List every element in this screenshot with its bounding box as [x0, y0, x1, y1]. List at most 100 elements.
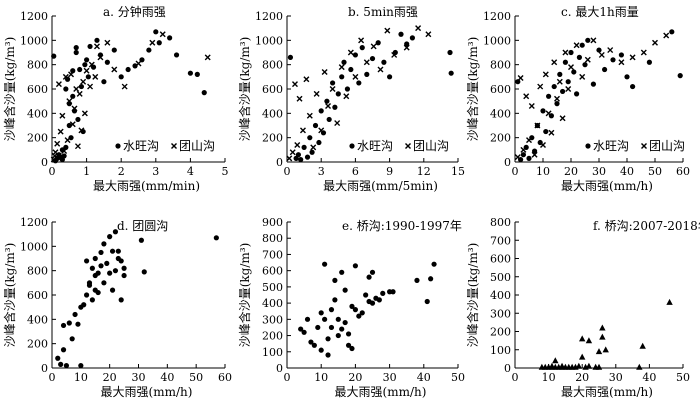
- data-point: [306, 112, 313, 119]
- x-tick-label: 4: [187, 165, 194, 178]
- chart-panel-1: 0 200 400 600 800 1000 1200 0 1 2 3 4 5 最大雨强(mm/min) 沙…: [2, 4, 229, 193]
- data-point: [296, 95, 303, 102]
- data-point: [579, 42, 585, 48]
- data-point: [321, 68, 328, 75]
- data-point: [568, 64, 574, 71]
- data-point: [52, 149, 59, 156]
- data-point: [431, 261, 437, 267]
- data-point: [68, 135, 74, 141]
- y-tick-label: 600: [490, 253, 511, 266]
- y-tick-label: 800: [27, 59, 48, 72]
- data-point: [153, 29, 159, 35]
- data-point: [366, 274, 372, 280]
- data-point: [326, 116, 332, 123]
- data-point: [55, 355, 61, 361]
- data-point: [375, 40, 381, 46]
- x-tick-label: 30: [609, 371, 623, 384]
- data-point: [602, 66, 608, 73]
- x-tick-label: 20: [575, 371, 589, 384]
- data-point: [304, 316, 311, 322]
- x-mark-stroke: [405, 143, 411, 149]
- legend-label: 水旺沟: [357, 139, 393, 153]
- data-point: [84, 57, 90, 63]
- data-point: [112, 229, 119, 235]
- legend-label: 团山沟: [649, 139, 685, 153]
- data-point: [359, 45, 365, 51]
- data-point: [109, 287, 116, 293]
- data-point: [80, 78, 87, 85]
- x-mark-stroke: [358, 37, 365, 44]
- data-point: [78, 83, 85, 90]
- data-point: [329, 86, 336, 92]
- y-tick-label: 0: [504, 362, 511, 375]
- x-mark-stroke: [318, 127, 325, 134]
- data-point: [107, 234, 113, 240]
- x-mark-stroke: [352, 73, 359, 80]
- x-mark-stroke: [87, 83, 94, 90]
- x-mark-stroke: [520, 146, 527, 153]
- data-point: [68, 71, 75, 78]
- x-mark-stroke: [377, 66, 384, 73]
- data-point: [636, 363, 643, 370]
- chart-panel-3: 0 200 400 600 800 1000 1200 0 10 20 30 40 50 60 最大雨强(m…: [465, 5, 690, 193]
- data-point: [301, 144, 307, 150]
- x-mark-stroke: [80, 78, 87, 85]
- data-point: [568, 49, 574, 56]
- data-point: [69, 121, 76, 128]
- data-point: [318, 310, 324, 316]
- x-tick-label: 10: [536, 165, 550, 178]
- data-point: [557, 71, 563, 77]
- data-point: [78, 362, 84, 369]
- x-mark-stroke: [74, 143, 81, 150]
- data-point: [107, 270, 113, 276]
- data-point: [341, 59, 347, 65]
- data-point: [125, 66, 131, 73]
- x-tick-label: 10: [74, 371, 88, 384]
- data-point: [380, 290, 386, 296]
- x-mark-stroke: [61, 148, 68, 155]
- y-tick-label: 1200: [483, 10, 511, 23]
- legend: 水旺沟 团山沟: [585, 139, 685, 153]
- x-mark-stroke: [121, 83, 128, 90]
- y-tick-label: 0: [504, 156, 511, 169]
- data-point: [187, 70, 193, 76]
- data-point: [75, 321, 81, 327]
- data-point: [89, 265, 95, 271]
- data-point: [335, 332, 341, 339]
- x-mark-stroke: [663, 32, 670, 39]
- y-tick-label: 600: [490, 83, 511, 96]
- data-point: [339, 269, 345, 275]
- data-point: [342, 319, 348, 326]
- y-axis-title: 沙峰含沙量(kg/m³): [2, 37, 17, 142]
- x-mark-stroke: [149, 39, 156, 46]
- x-mark-stroke: [52, 149, 59, 156]
- x-tick-label: 0: [512, 165, 519, 178]
- data-point: [338, 64, 345, 71]
- data-point: [286, 155, 293, 162]
- data-point: [403, 44, 410, 51]
- data-point: [598, 51, 605, 58]
- x-mark-stroke: [57, 128, 64, 135]
- data-point: [64, 137, 71, 144]
- data-point: [532, 148, 538, 154]
- data-point: [173, 52, 180, 58]
- data-point: [552, 357, 559, 364]
- y-tick-label: 200: [27, 338, 48, 351]
- data-point: [531, 151, 538, 158]
- data-point: [345, 342, 352, 348]
- data-point: [551, 59, 558, 66]
- data-point: [343, 93, 350, 100]
- data-point: [83, 67, 90, 74]
- data-point: [349, 345, 355, 352]
- panel-title: a. 分钟雨强: [103, 4, 166, 19]
- x-axis-title: 最大雨强(mm/min): [93, 179, 200, 193]
- data-point: [95, 270, 101, 276]
- data-point: [377, 66, 384, 73]
- x-mark-stroke: [559, 115, 566, 122]
- x-mark-stroke: [204, 54, 211, 61]
- x-mark-stroke: [299, 127, 306, 134]
- x-mark-stroke: [59, 112, 66, 119]
- y-tick-label: 200: [490, 132, 511, 145]
- data-point: [318, 127, 325, 134]
- data-point: [666, 298, 673, 305]
